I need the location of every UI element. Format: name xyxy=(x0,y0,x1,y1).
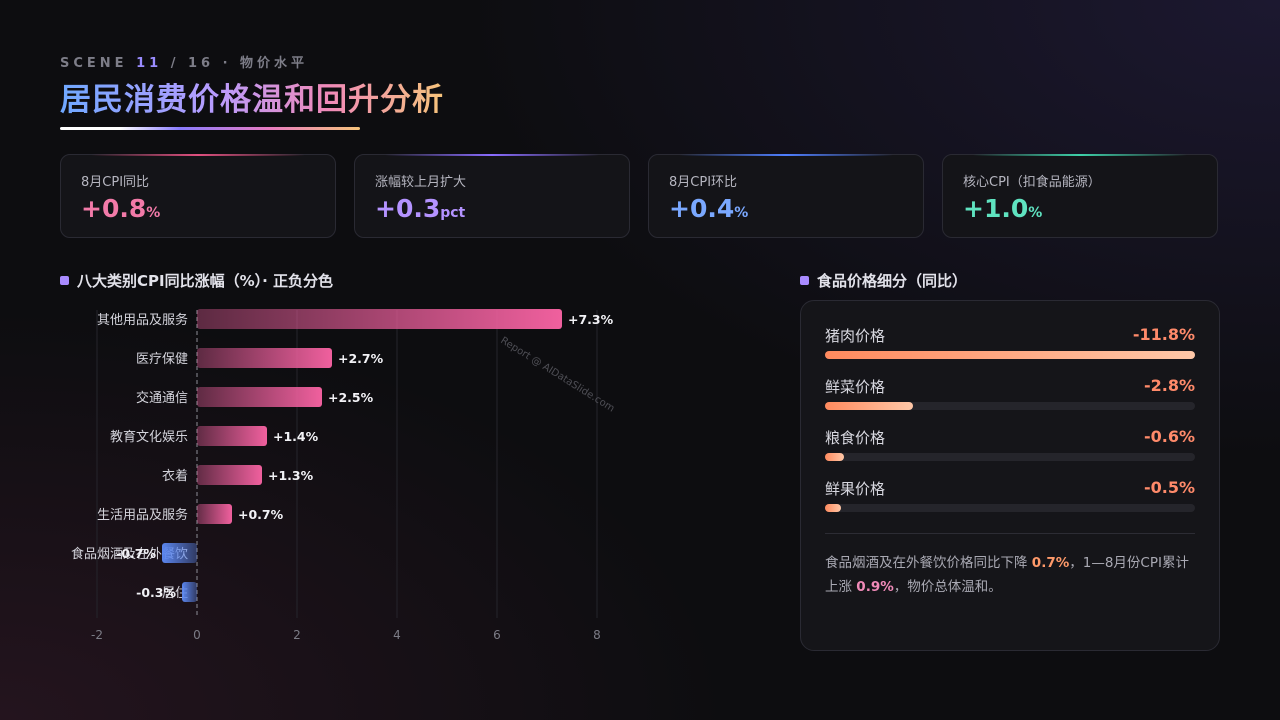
scene-indicator: SCENE 11 / 16 · 物价水平 xyxy=(60,52,308,71)
kpi-card-increase-gap: 涨幅较上月扩大 +0.3pct xyxy=(354,154,630,238)
bar-value-label: +1.4% xyxy=(273,429,319,444)
cpi-category-bar-chart: -2 0 2 4 6 8 其他用品及服务 +7.3% 医疗保健 +2.7% 交通通信 +2.5% 教育文… xyxy=(71,309,616,642)
kpi-number: +1.0 xyxy=(963,194,1029,223)
kpi-label: 核心CPI（扣食品能源） xyxy=(963,175,1101,190)
food-bar-fill xyxy=(825,504,841,512)
bar-value-label: -0.7% xyxy=(116,546,156,561)
kpi-accent-line xyxy=(91,154,305,156)
category-label: 交通通信 xyxy=(136,390,188,406)
food-section-title-text: 食品价格细分（同比） xyxy=(817,272,968,290)
kpi-label: 涨幅较上月扩大 xyxy=(375,175,467,190)
kpi-card-cpi-yoy: 8月CPI同比 +0.8% xyxy=(60,154,336,238)
x-tick-label: 4 xyxy=(393,628,401,642)
food-item-value: -0.5% xyxy=(1143,478,1195,497)
kpi-value: +0.3pct xyxy=(375,194,609,223)
kpi-number: +0.3 xyxy=(375,194,441,223)
kpi-value: +1.0% xyxy=(963,194,1197,223)
bar xyxy=(197,387,322,407)
page-title: 居民消费价格温和回升分析 xyxy=(60,74,444,119)
category-label: 医疗保健 xyxy=(136,352,188,367)
x-tick-label: 0 xyxy=(193,628,201,642)
bar-value-label: +2.5% xyxy=(328,390,374,405)
food-item-value: -0.6% xyxy=(1143,427,1195,446)
kpi-value: +0.4% xyxy=(669,194,903,223)
watermark: Report @ AIDataSlide.com xyxy=(498,335,616,414)
kpi-label: 8月CPI同比 xyxy=(81,175,150,190)
scene-prefix: SCENE xyxy=(60,56,137,71)
category-label: 衣着 xyxy=(162,468,188,484)
kpi-card-core-cpi: 核心CPI（扣食品能源） +1.0% xyxy=(942,154,1218,238)
kpi-unit: % xyxy=(146,205,161,221)
title-underline xyxy=(60,127,360,130)
section-marker xyxy=(60,276,69,285)
panel-divider xyxy=(825,533,1195,534)
food-section-title: 食品价格细分（同比） xyxy=(800,270,967,291)
bar-value-label: +0.7% xyxy=(238,507,284,522)
kpi-unit: % xyxy=(734,205,749,221)
food-item-name: 鲜果价格 xyxy=(825,480,886,498)
note-text-3: ，物价总体温和。 xyxy=(893,579,1002,595)
chart-section-title: 八大类别CPI同比涨幅（%）· 正负分色 xyxy=(60,270,333,291)
note-text-1: 食品烟酒及在外餐饮价格同比下降 xyxy=(825,555,1032,571)
food-bar-track xyxy=(825,402,1195,410)
food-bar-track xyxy=(825,453,1195,461)
kpi-card-cpi-mom: 8月CPI环比 +0.4% xyxy=(648,154,924,238)
x-tick-label: -2 xyxy=(91,628,103,642)
note-highlight-cumulative-cpi: 0.9% xyxy=(856,579,894,595)
bar-value-label: -0.3% xyxy=(136,585,176,600)
food-item-name: 鲜菜价格 xyxy=(825,378,886,396)
category-label: 食品烟酒及在外餐饮 xyxy=(71,546,188,562)
kpi-value: +0.8% xyxy=(81,194,315,223)
bar-value-label: +7.3% xyxy=(568,312,614,327)
note-text-2: ，1—8月份CPI累计上涨 xyxy=(825,555,1189,595)
food-item: 鲜果价格 -0.5% xyxy=(825,478,1195,518)
kpi-number: +0.8 xyxy=(81,194,147,223)
x-tick-label: 8 xyxy=(593,628,601,642)
food-item: 粮食价格 -0.6% xyxy=(825,427,1195,467)
food-bar-track xyxy=(825,504,1195,512)
food-item-name: 粮食价格 xyxy=(825,429,886,447)
category-label: 教育文化娱乐 xyxy=(110,429,188,445)
food-note: 食品烟酒及在外餐饮价格同比下降 0.7%，1—8月份CPI累计上涨 0.9%，物… xyxy=(825,551,1197,599)
food-item-value: -11.8% xyxy=(1132,325,1195,344)
chart-section-title-text: 八大类别CPI同比涨幅（%）· 正负分色 xyxy=(77,272,334,290)
food-item: 鲜菜价格 -2.8% xyxy=(825,376,1195,416)
kpi-unit: pct xyxy=(440,205,466,221)
x-tick-label: 6 xyxy=(493,628,501,642)
section-marker xyxy=(800,276,809,285)
kpi-accent-line xyxy=(385,154,599,156)
kpi-number: +0.4 xyxy=(669,194,735,223)
bar xyxy=(197,348,332,368)
food-bar-fill xyxy=(825,351,1195,359)
kpi-label: 8月CPI环比 xyxy=(669,175,738,190)
food-item: 猪肉价格 -11.8% xyxy=(825,325,1195,365)
category-label: 其他用品及服务 xyxy=(97,312,188,328)
food-item-value: -2.8% xyxy=(1143,376,1195,395)
food-item-name: 猪肉价格 xyxy=(825,327,886,345)
food-bar-fill xyxy=(825,402,913,410)
bar xyxy=(182,582,197,602)
food-bar-fill xyxy=(825,453,844,461)
bar xyxy=(197,309,562,329)
bar xyxy=(197,465,262,485)
kpi-accent-line xyxy=(973,154,1187,156)
kpi-accent-line xyxy=(679,154,893,156)
category-label: 居住 xyxy=(162,586,188,601)
kpi-unit: % xyxy=(1028,205,1043,221)
food-bar-track xyxy=(825,351,1195,359)
category-label: 生活用品及服务 xyxy=(97,507,188,523)
bar-value-label: +2.7% xyxy=(338,351,384,366)
scene-number: 11 xyxy=(136,56,163,71)
x-tick-label: 2 xyxy=(293,628,301,642)
bar-value-label: +1.3% xyxy=(268,468,314,483)
note-highlight-food-decline: 0.7% xyxy=(1031,555,1070,571)
bar xyxy=(197,504,232,524)
bar xyxy=(162,543,197,563)
bar xyxy=(197,426,267,446)
food-price-panel: 猪肉价格 -11.8% 鲜菜价格 -2.8% 粮食价格 -0.6% 鲜果价格 -0.5% 食品… xyxy=(800,300,1220,651)
scene-suffix: / 16 · 物价水平 xyxy=(162,56,309,71)
